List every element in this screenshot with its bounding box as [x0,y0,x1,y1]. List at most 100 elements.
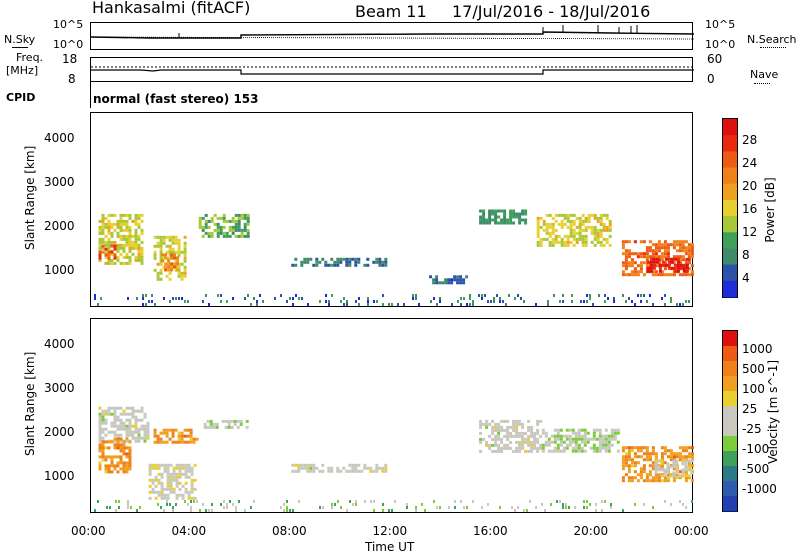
velocity-colorbar-label: Velocity [m s^-1] [766,359,780,464]
power-colorbar-cell-7 [723,232,737,249]
x-tick-1: 04:00 [171,524,207,538]
power-colorbar-gradient [723,119,737,298]
velocity-region-1 [98,437,132,474]
noise-right-tick-bottom: 10^0 [705,38,736,51]
power-colorbar-tick-6: 28 [742,133,758,148]
freq-right-tick-top: 60 [707,52,723,66]
velocity-colorbar-cell-5 [723,406,737,422]
velocity-colorbar-tick-5: -100 [742,442,770,456]
noise-left-tick-bottom: 10^0 [53,38,84,51]
velocity-colorbar-gradient [723,331,737,512]
velocity-colorbar [722,330,738,512]
power-region-1 [98,244,117,260]
nsky-label: N.Sky [4,33,36,46]
velocity-colorbar-tick-0: 1000 [742,342,773,356]
velocity-region-0 [98,406,150,443]
nave-legend-line [754,83,770,84]
freq-left-tick-bottom: 8 [68,72,76,86]
power-y-tick-4000: 4000 [44,131,75,146]
nsky-legend-line [12,47,28,48]
velocity-colorbar-tick-7: -1000 [742,482,777,496]
x-tick-6: 00:00 [674,524,709,538]
velocity-region-7 [541,428,620,453]
velocity-colorbar-cell-9 [723,466,737,482]
velocity-colorbar-cell-2 [723,361,737,377]
velocity-region-2 [148,463,197,500]
power-region-0 [98,213,144,265]
power-y-tick-3000: 3000 [44,175,75,190]
power-heatmap [94,209,694,306]
power-ground-scatter [94,294,690,306]
velocity-colorbar-tick-1: 500 [742,362,765,376]
power-colorbar-tick-1: 8 [742,247,750,262]
x-tick-0: 00:00 [71,524,106,538]
noise-right-tick-top: 10^5 [705,18,736,31]
power-colorbar-cell-3 [723,167,737,185]
nsearch-label: N.Search [747,33,797,46]
freq-trace [91,66,694,75]
velocity-colorbar-cell-6 [723,421,737,437]
cpid-label: CPID [6,91,36,104]
noise-panel [90,22,695,50]
velocity-region-3 [153,428,199,444]
velocity-region-4 [203,419,249,429]
velocity-y-tick-4000: 4000 [44,337,75,352]
velocity-region-9 [654,459,694,478]
power-region-8 [536,213,612,247]
power-colorbar-cell-1 [723,135,737,152]
velocity-colorbar-cell-0 [723,331,737,347]
x-tick-3: 12:00 [372,524,408,538]
velocity-colorbar-tick-2: 100 [742,382,765,396]
x-axis-label: Time UT [365,540,415,554]
power-colorbar-tick-0: 4 [742,270,750,285]
power-colorbar-cell-0 [723,119,737,136]
velocity-y-tick-1000: 1000 [44,468,75,483]
velocity-colorbar-cell-10 [723,481,737,497]
freq-unit-label: [MHz] [6,64,39,77]
velocity-y-axis-label: Slant Range [km] [23,351,37,456]
power-colorbar-tick-5: 24 [742,156,758,171]
power-colorbar-cell-8 [723,248,737,266]
power-colorbar-cell-6 [723,216,737,233]
power-colorbar-cell-4 [723,183,737,201]
velocity-y-tick-2000: 2000 [44,425,75,440]
station-title: Hankasalmi (fitACF) [92,0,251,17]
velocity-colorbar-cell-4 [723,391,737,407]
x-tick-5: 20:00 [573,524,609,538]
velocity-colorbar-tick-4: -25 [742,422,762,436]
cpid-text: normal (fast stereo) 153 [93,92,259,106]
noise-left-tick-top: 10^5 [53,18,84,31]
power-panel [90,112,694,307]
power-region-3 [161,253,180,272]
nave-label: Nave [750,68,779,81]
power-region-6 [429,275,469,285]
power-colorbar-label: Power [dB] [763,177,777,243]
freq-panel [90,57,694,82]
velocity-colorbar-cell-7 [723,436,737,452]
velocity-colorbar-tick-3: 25 [742,402,758,416]
power-region-4 [198,213,250,238]
freq-label: Freq. [16,51,44,64]
power-colorbar-tick-3: 16 [742,202,758,216]
power-colorbar-cell-5 [723,199,737,217]
x-tick-2: 08:00 [272,524,307,538]
date-range: 17/Jul/2016 - 18/Jul/2016 [452,2,651,21]
power-colorbar-tick-2: 12 [742,224,758,239]
velocity-colorbar-cell-11 [723,496,737,512]
velocity-colorbar-cell-1 [723,346,737,362]
velocity-heatmap [94,406,694,512]
power-region-10 [646,257,689,273]
velocity-colorbar-cell-8 [723,451,737,467]
nsearch-legend-line [760,47,786,48]
power-y-tick-2000: 2000 [44,219,75,234]
power-colorbar-cell-9 [723,264,737,282]
freq-right-tick-bottom: 0 [707,72,715,86]
power-colorbar-cell-10 [723,280,737,298]
power-region-7 [479,209,528,225]
velocity-y-tick-3000: 3000 [44,381,75,396]
velocity-ground-scatter [94,500,693,512]
velocity-colorbar-tick-6: -500 [742,462,770,476]
power-colorbar [722,118,738,298]
freq-left-tick-top: 18 [62,52,78,66]
velocity-region-5 [291,463,388,473]
